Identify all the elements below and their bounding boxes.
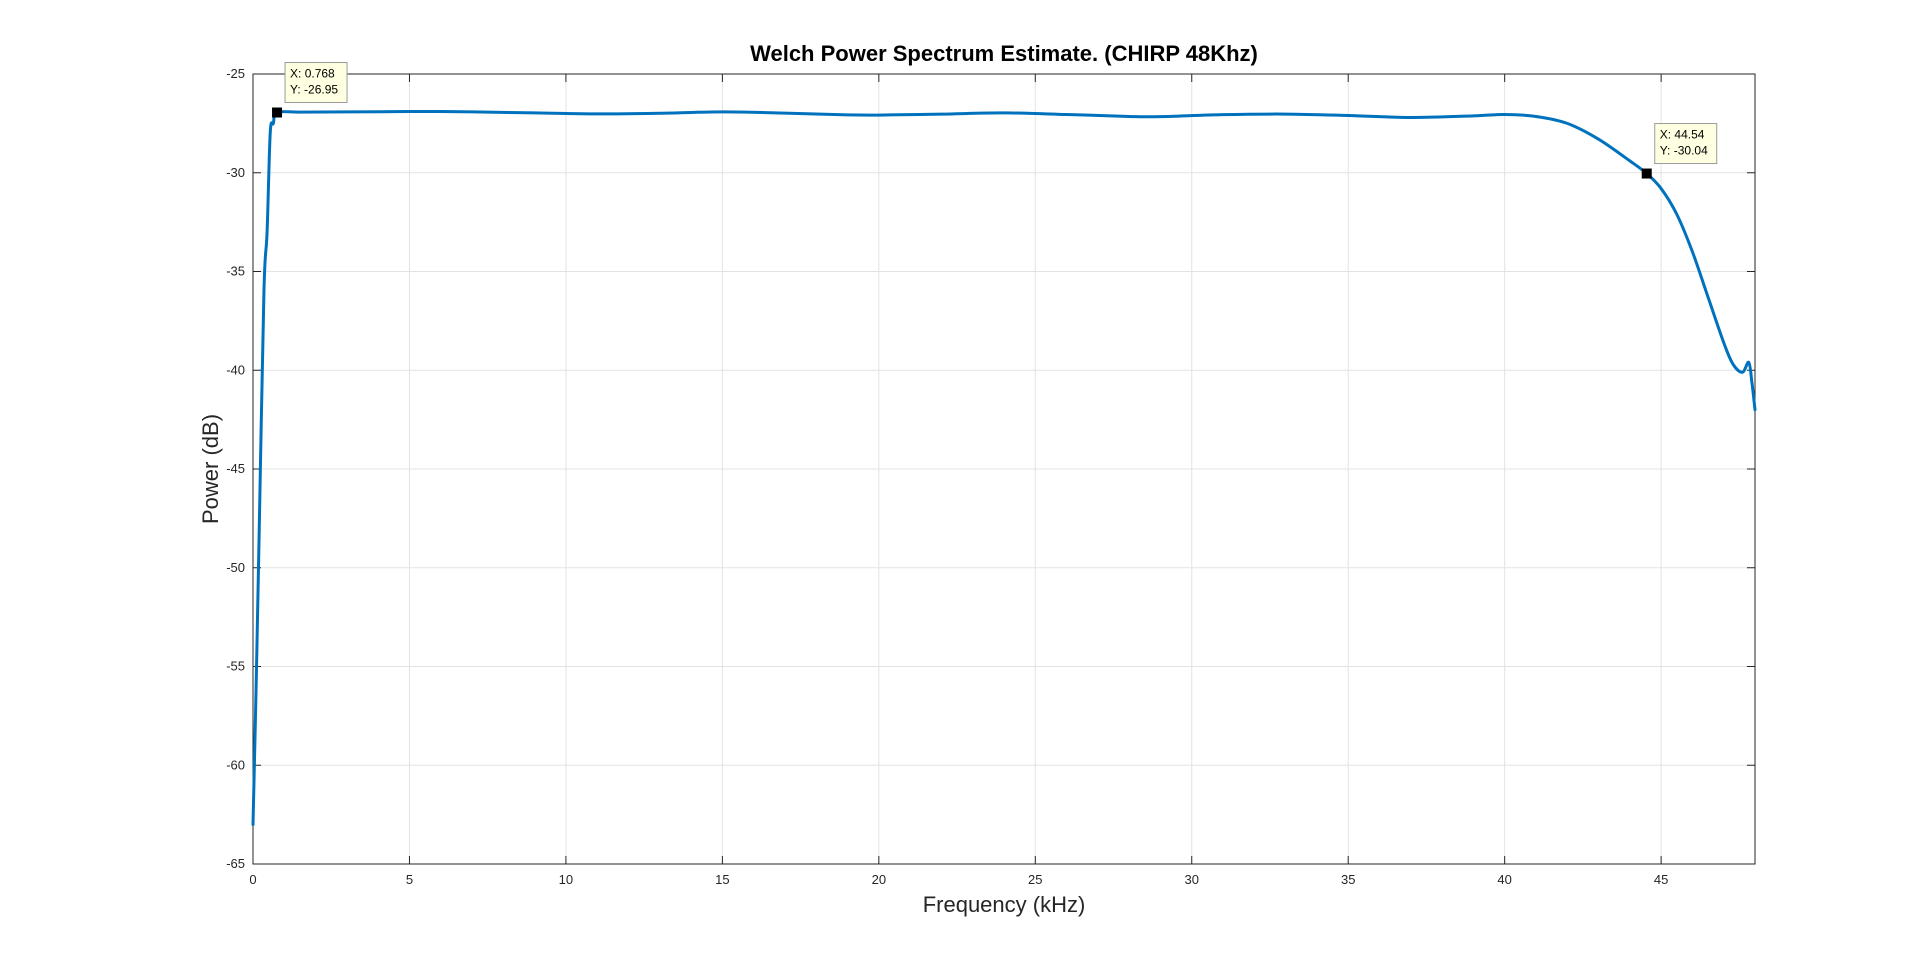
y-tick-labels: -25 -30 -35 -40 -45 -50 -55 -60 -65 [226, 66, 245, 871]
datatip-box [1654, 123, 1718, 165]
y-tick-label: -55 [226, 659, 245, 674]
datatip-x-text: X: 0.768 [290, 67, 335, 81]
datatip[interactable]: X: 44.54 Y: -30.04 [1641, 123, 1718, 179]
datatip-marker[interactable] [1641, 168, 1652, 179]
x-axis-label: Frequency (kHz) [923, 892, 1086, 917]
datatip-box [284, 62, 348, 104]
y-tick-label: -30 [226, 165, 245, 180]
x-tick-label: 0 [249, 872, 256, 887]
y-tick-label: -50 [226, 560, 245, 575]
x-tick-label: 10 [559, 872, 573, 887]
datatip-y-text: Y: -30.04 [1660, 144, 1708, 158]
datatip-x-text: X: 44.54 [1660, 128, 1705, 142]
x-tick-label: 20 [872, 872, 886, 887]
y-tick-label: -60 [226, 757, 245, 772]
x-tick-label: 5 [406, 872, 413, 887]
x-tick-label: 15 [715, 872, 729, 887]
x-tick-label: 30 [1185, 872, 1199, 887]
datatip-y-text: Y: -26.95 [290, 83, 338, 97]
ticks [252, 73, 1755, 865]
y-tick-label: -65 [226, 856, 245, 871]
y-axis-label: Power (dB) [198, 414, 223, 524]
datatip[interactable]: X: 0.768 Y: -26.95 [272, 62, 348, 118]
y-tick-label: -45 [226, 461, 245, 476]
x-tick-label: 40 [1497, 872, 1511, 887]
x-tick-label: 25 [1028, 872, 1042, 887]
y-tick-label: -35 [226, 264, 245, 279]
datatips: X: 0.768 Y: -26.95 X: 44.54 Y: -30.04 [272, 62, 1718, 179]
x-tick-label: 35 [1341, 872, 1355, 887]
y-tick-label: -40 [226, 362, 245, 377]
datatip-marker[interactable] [272, 107, 283, 118]
x-tick-label: 45 [1654, 872, 1668, 887]
series-line [251, 109, 1757, 826]
y-tick-label: -25 [226, 66, 245, 81]
chart-title: Welch Power Spectrum Estimate. (CHIRP 48… [750, 41, 1258, 66]
x-tick-labels: 0 5 10 15 20 25 30 35 40 45 [249, 872, 1668, 887]
